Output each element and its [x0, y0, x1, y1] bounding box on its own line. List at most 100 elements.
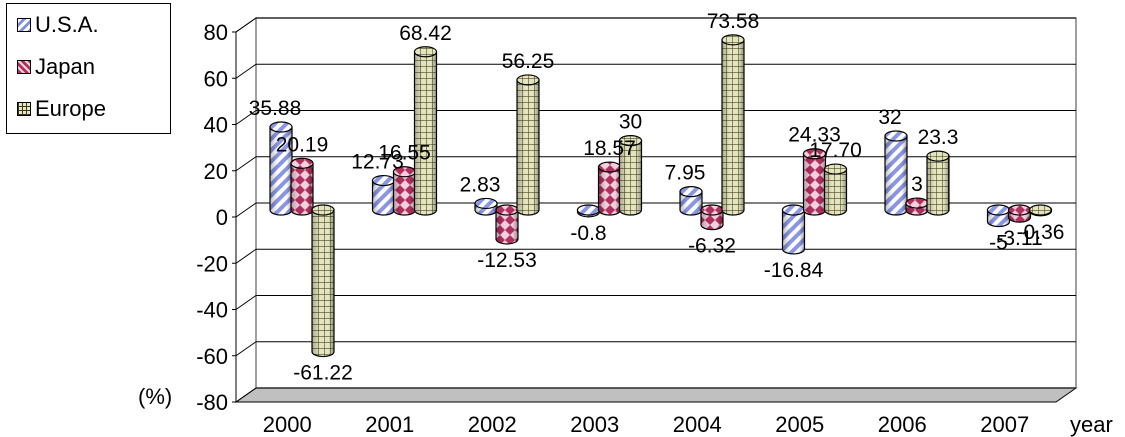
legend-item-usa: U.S.A.	[17, 10, 99, 40]
bar-cap-usa	[781, 204, 806, 216]
bar-shade-europe	[722, 39, 744, 215]
bar-cap-europe	[926, 150, 950, 162]
bar-japan-2002	[495, 204, 519, 245]
y-axis-label: (%)	[138, 384, 172, 409]
gridline-side	[235, 295, 257, 310]
bar-japan-2003	[597, 161, 622, 216]
legend: U.S.A. Japan Europe	[6, 3, 171, 134]
chart-floor	[234, 387, 1078, 403]
bar-usa-2007	[986, 204, 1011, 228]
bar-usa-2001	[371, 174, 396, 216]
x-tick-label-2005: 2005	[775, 412, 824, 437]
y-tick-label: 20	[204, 159, 228, 184]
gridline-side	[235, 63, 257, 79]
bar-shade-usa	[270, 127, 292, 215]
bar-usa-2004	[679, 186, 703, 216]
data-label-japan-2000: 20.19	[276, 133, 329, 156]
bar-japan-2004	[700, 204, 724, 231]
bar-shade-europe	[312, 210, 334, 357]
legend-item-japan: Japan	[17, 52, 95, 82]
bar-cap-usa	[474, 197, 498, 210]
data-label-europe-2003: 30	[619, 111, 642, 134]
bar-shade-europe	[414, 51, 437, 216]
gridline-side	[235, 248, 257, 264]
bar-cap-europe	[311, 204, 335, 216]
bar-cap-usa	[269, 121, 293, 133]
bar-europe-2006	[926, 150, 950, 216]
gridline-side	[235, 110, 257, 125]
data-label-japan-2002: -12.53	[477, 249, 537, 272]
legend-swatch-usa	[17, 18, 31, 32]
bar-europe-2004	[721, 34, 745, 216]
bar-japan-2007	[1007, 204, 1032, 223]
gridline-side	[235, 202, 257, 218]
data-label-europe-2002: 56.25	[502, 50, 555, 73]
bar-shade-usa	[372, 180, 395, 215]
bar-cap-usa	[576, 204, 601, 216]
bar-shade-europe	[927, 156, 949, 215]
data-label-europe-2006: 23.3	[918, 126, 959, 149]
x-tick-label-2007: 2007	[980, 412, 1029, 437]
data-label-japan-2005: 24.33	[788, 124, 841, 147]
bar-shade-usa	[680, 191, 702, 215]
bar-cap-europe	[1028, 204, 1053, 216]
data-label-europe-2007: -0.36	[1017, 221, 1065, 244]
legend-item-europe: Europe	[17, 94, 106, 124]
y-tick-label: -40	[196, 298, 228, 323]
bar-shade-usa	[782, 210, 805, 254]
bar-cap-japan	[1007, 204, 1032, 216]
data-label-usa-2001: 12.73	[351, 151, 404, 174]
bar-cap-japan	[905, 197, 929, 209]
bar-shade-japan	[803, 153, 826, 215]
legend-label-europe: Europe	[35, 96, 106, 121]
bar-japan-2001	[392, 166, 417, 216]
bar-shade-europe	[517, 79, 539, 215]
bar-japan-2005	[802, 148, 827, 216]
y-tick-label: 0	[216, 205, 228, 230]
y-tick-label: 40	[204, 113, 228, 138]
data-label-usa-2006: 32	[878, 106, 901, 129]
data-label-japan-2003: 18.57	[583, 137, 636, 160]
legend-swatch-europe	[17, 102, 31, 116]
bar-shade-japan	[598, 167, 621, 215]
legend-swatch-japan	[17, 60, 31, 74]
bar-cap-europe	[618, 135, 643, 147]
bar-usa-2005	[781, 204, 806, 255]
x-tick-label-2003: 2003	[570, 412, 619, 437]
bar-cap-europe	[413, 46, 438, 58]
data-label-usa-2002: 2.83	[460, 173, 501, 196]
bar-usa-2000	[269, 121, 293, 216]
legend-label-japan: Japan	[35, 54, 95, 79]
bar-europe-2005	[823, 163, 848, 216]
data-label-europe-2001: 68.42	[399, 22, 452, 45]
x-tick-label-2004: 2004	[673, 412, 722, 437]
data-label-europe-2005: 17.70	[809, 139, 862, 162]
data-label-japan-2006: 3	[911, 173, 923, 196]
gridline-side	[235, 387, 257, 403]
y-tick-label: 60	[204, 66, 228, 91]
data-label-europe-2004: 73.58	[707, 10, 760, 33]
data-label-europe-2000: -61.22	[293, 362, 353, 385]
bar-shade-japan	[393, 171, 416, 215]
bar-cap-usa	[679, 186, 703, 198]
bar-cap-japan	[700, 204, 724, 216]
bar-cap-japan	[495, 204, 519, 216]
y-tick-label: -80	[196, 390, 228, 415]
legend-label-usa: U.S.A.	[35, 12, 99, 37]
bar-shade-europe	[824, 169, 847, 215]
x-tick-label-2006: 2006	[878, 412, 927, 437]
y-tick-label: 80	[204, 20, 228, 45]
gridline-side	[235, 341, 257, 357]
bar-japan-2000	[290, 157, 314, 216]
bar-cap-europe	[823, 163, 848, 175]
bar-cap-japan	[597, 161, 622, 173]
bar-japan-2006	[905, 197, 929, 216]
bar-usa-2003	[576, 204, 601, 218]
bar-cap-europe	[721, 34, 745, 46]
data-label-usa-2005: -16.84	[764, 259, 824, 282]
bar-cap-usa	[884, 130, 908, 142]
bar-europe-2000	[311, 204, 335, 358]
gridline-side	[235, 156, 257, 172]
bar-cap-europe	[516, 74, 540, 86]
data-label-usa-2003: -0.8	[570, 222, 606, 245]
